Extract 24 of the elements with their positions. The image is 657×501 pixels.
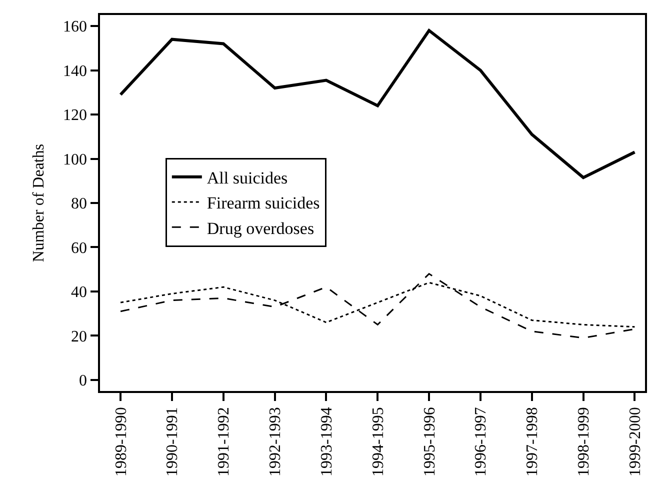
y-tick-label: 120 [63,107,88,124]
x-tick-label: 1995-1996 [421,407,438,476]
y-tick-label: 0 [79,372,88,390]
y-tick-label: 100 [63,151,88,168]
legend-label: All suicides [206,168,288,188]
legend-label: Drug overdoses [206,218,314,238]
y-tick-label: 140 [63,62,88,80]
x-tick-label: 1996-1997 [472,407,490,476]
x-tick-label: 1994-1995 [370,407,387,476]
x-tick-label: 1999-2000 [626,407,644,476]
y-tick-label: 60 [71,240,88,257]
x-tick-label: 1997-1998 [524,407,542,476]
x-tick-label: 1989-1990 [112,407,130,476]
y-axis-title: Number of Deaths [30,144,48,262]
x-tick-label: 1990-1991 [164,407,182,476]
legend-label: Firearm suicides [206,194,320,213]
x-tick-label: 1993-1994 [318,407,336,476]
x-tick-label: 1992-1993 [267,407,284,476]
x-tick-label: 1991-1992 [216,407,233,476]
y-tick-label: 20 [71,328,88,346]
y-tick-label: 160 [63,18,88,36]
y-tick-label: 80 [71,196,88,213]
x-tick-label: 1998-1999 [576,407,592,476]
y-tick-label: 40 [71,284,88,302]
